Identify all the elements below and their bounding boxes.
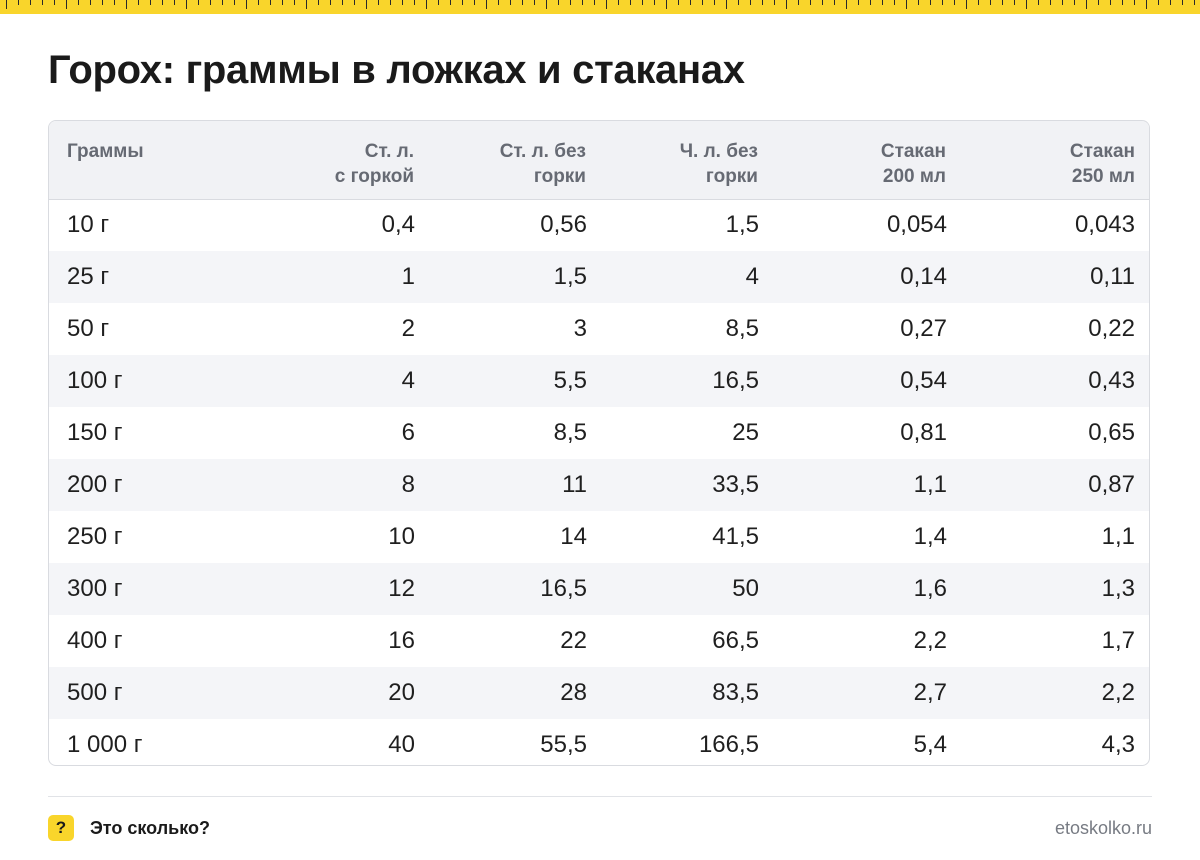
value-cell: 8,5 [725,315,759,342]
value-cell: 11 [562,471,587,498]
value-cell: 33,5 [712,471,759,498]
grams-cell: 50 г [67,315,110,342]
site-link[interactable]: etoskolko.ru [1054,818,1152,838]
value-cell: 8,5 [553,419,587,446]
value-cell: 16,5 [540,575,587,602]
header-cup-200: Стакан 200 мл [880,141,946,187]
value-cell: 0,87 [1088,471,1135,498]
header-cup-250: Стакан 250 мл [1069,141,1135,187]
value-cell: 22 [560,627,587,654]
value-cell: 2,7 [913,679,947,706]
conversion-table: Граммы Ст. л. с горкой Ст. л. без горки Ч.… [48,120,1150,766]
footer-divider [48,796,1152,797]
table-row: 300 г 12 16,5 50 1,6 1,3 [49,563,1149,615]
value-cell: 0,22 [1088,315,1135,342]
value-cell: 0,11 [1090,263,1135,290]
value-cell: 4 [401,367,415,394]
brand-name: Это сколько? [90,817,210,838]
value-cell: 1,5 [725,211,759,239]
header-tbsp-level: Ст. л. без горки [499,141,586,187]
value-cell: 50 [732,575,759,602]
value-cell: 40 [388,731,415,758]
value-cell: 4,3 [1101,731,1135,758]
value-cell: 1,1 [913,471,947,498]
table-row: 150 г 6 8,5 25 0,81 0,65 [49,407,1149,459]
value-cell: 25 [732,419,759,446]
table-row: 500 г 20 28 83,5 2,7 2,2 [49,667,1149,719]
value-cell: 1,4 [913,523,947,550]
grams-cell: 1 000 г [67,731,143,758]
table-row: 50 г 2 3 8,5 0,27 0,22 [49,303,1149,355]
value-cell: 1,6 [913,575,947,602]
table-row: 400 г 16 22 66,5 2,2 1,7 [49,615,1149,667]
value-cell: 3 [573,315,587,342]
value-cell: 8 [401,471,415,498]
header-tsp-level: Ч. л. без горки [679,141,758,187]
value-cell: 1,3 [1101,575,1135,602]
value-cell: 1,7 [1101,627,1135,654]
grams-cell: 10 г [67,211,110,239]
table-row: 200 г 8 11 33,5 1,1 0,87 [49,459,1149,511]
value-cell: 0,043 [1074,211,1135,239]
table-row: 250 г 10 14 41,5 1,4 1,1 [49,511,1149,563]
grams-cell: 100 г [67,367,123,394]
value-cell: 0,14 [900,263,947,290]
value-cell: 1,5 [553,263,587,290]
value-cell: 0,56 [540,211,587,239]
value-cell: 16 [388,627,415,654]
value-cell: 0,27 [900,315,947,342]
value-cell: 5,5 [553,367,587,394]
value-cell: 2 [401,315,415,342]
page-title: Горох: граммы в ложках и стаканах [48,48,745,92]
value-cell: 16,5 [712,367,759,394]
value-cell: 10 [388,523,415,550]
value-cell: 1,1 [1101,523,1135,550]
value-cell: 0,054 [886,211,947,239]
value-cell: 5,4 [913,731,947,758]
question-badge-icon: ? [48,815,74,841]
value-cell: 83,5 [712,679,759,706]
value-cell: 0,43 [1088,367,1135,394]
value-cell: 20 [388,679,415,706]
value-cell: 0,65 [1088,419,1135,446]
table-row: 10 г 0,4 0,56 1,5 0,054 0,043 [49,199,1149,251]
grams-cell: 25 г [67,263,110,290]
value-cell: 1 [401,263,415,290]
value-cell: 2,2 [913,627,947,654]
value-cell: 12 [388,575,415,602]
grams-cell: 300 г [67,575,123,602]
value-cell: 0,81 [900,419,947,446]
value-cell: 66,5 [712,627,759,654]
ruler-strip [0,0,1200,14]
footer-brand: ? Это сколько? [48,814,210,842]
grams-cell: 250 г [67,523,123,550]
header-grams: Граммы [67,141,144,162]
table-row: 1 000 г 40 55,5 166,5 5,4 4,3 [49,719,1149,765]
grams-cell: 200 г [67,471,123,498]
value-cell: 166,5 [698,731,759,758]
table-header-row: Граммы Ст. л. с горкой Ст. л. без горки Ч.… [49,121,1149,199]
value-cell: 0,4 [381,211,415,239]
grams-cell: 150 г [67,419,123,446]
value-cell: 14 [560,523,587,550]
value-cell: 28 [560,679,587,706]
table-row: 25 г 1 1,5 4 0,14 0,11 [49,251,1149,303]
value-cell: 4 [745,263,759,290]
table-row: 100 г 4 5,5 16,5 0,54 0,43 [49,355,1149,407]
value-cell: 55,5 [540,731,587,758]
value-cell: 2,2 [1101,679,1135,706]
value-cell: 6 [401,419,415,446]
value-cell: 0,54 [900,367,947,394]
grams-cell: 500 г [67,679,123,706]
value-cell: 41,5 [712,523,759,550]
header-tbsp-heaped: Ст. л. с горкой [334,141,414,187]
grams-cell: 400 г [67,627,123,654]
